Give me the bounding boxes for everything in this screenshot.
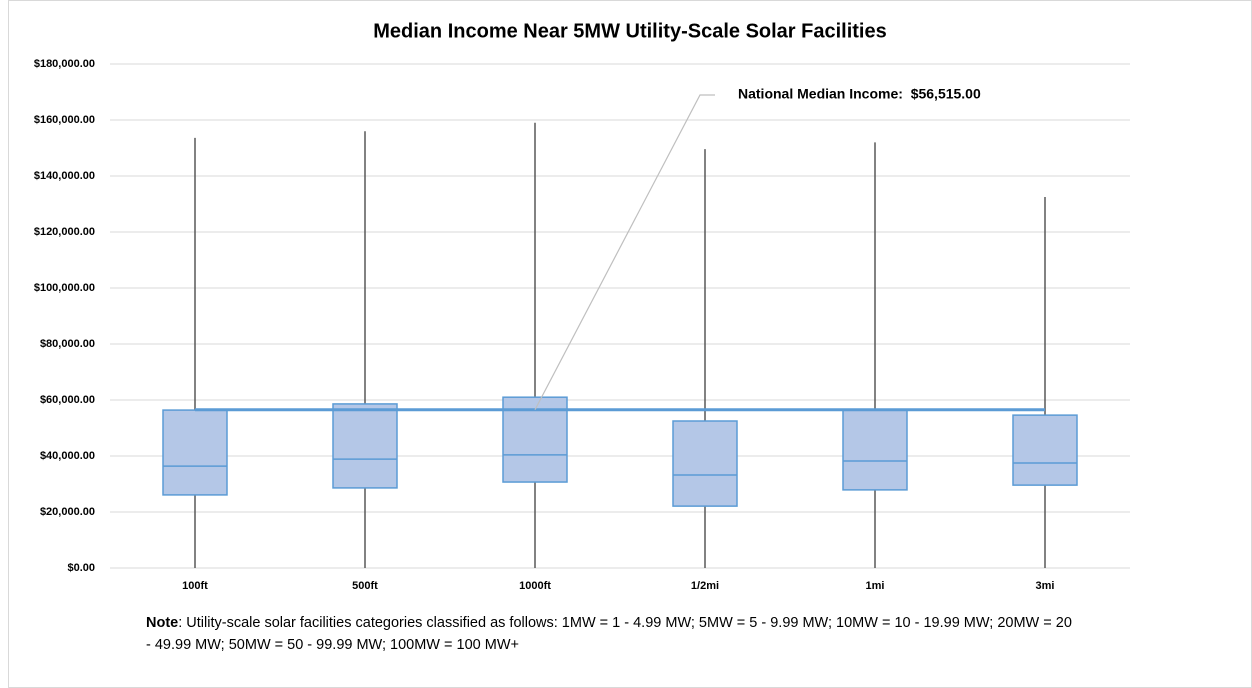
y-tick-label: $180,000.00 — [34, 58, 95, 70]
box — [1012, 414, 1078, 486]
note-label: Note — [146, 615, 179, 631]
y-tick-label: $140,000.00 — [34, 170, 95, 182]
y-tick-label: $80,000.00 — [40, 338, 95, 350]
chart-title: Median Income Near 5MW Utility-Scale Sol… — [373, 20, 887, 42]
y-tick-label: $0.00 — [67, 562, 95, 574]
y-tick-label: $40,000.00 — [40, 450, 95, 462]
box — [672, 420, 738, 507]
x-tick-label: 100ft — [182, 580, 208, 592]
y-tick-label: $100,000.00 — [34, 282, 95, 294]
box — [162, 409, 228, 496]
x-tick-label: 3mi — [1036, 580, 1055, 592]
x-tick-label: 1000ft — [519, 580, 551, 592]
note: Note: Utility-scale solar facilities cat… — [146, 612, 1076, 656]
y-tick-label: $20,000.00 — [40, 506, 95, 518]
box — [842, 409, 908, 491]
box — [502, 396, 568, 483]
y-tick-label: $160,000.00 — [34, 114, 95, 126]
x-tick-label: 1/2mi — [691, 580, 719, 592]
annotation-leader — [534, 94, 715, 411]
y-tick-label: $120,000.00 — [34, 226, 95, 238]
y-tick-label: $60,000.00 — [40, 394, 95, 406]
note-text: : Utility-scale solar facilities categor… — [146, 615, 1072, 653]
annotation: National Median Income: $56,515.00 — [738, 86, 981, 102]
box — [332, 403, 398, 489]
x-tick-label: 1mi — [866, 580, 885, 592]
x-tick-label: 500ft — [352, 580, 378, 592]
